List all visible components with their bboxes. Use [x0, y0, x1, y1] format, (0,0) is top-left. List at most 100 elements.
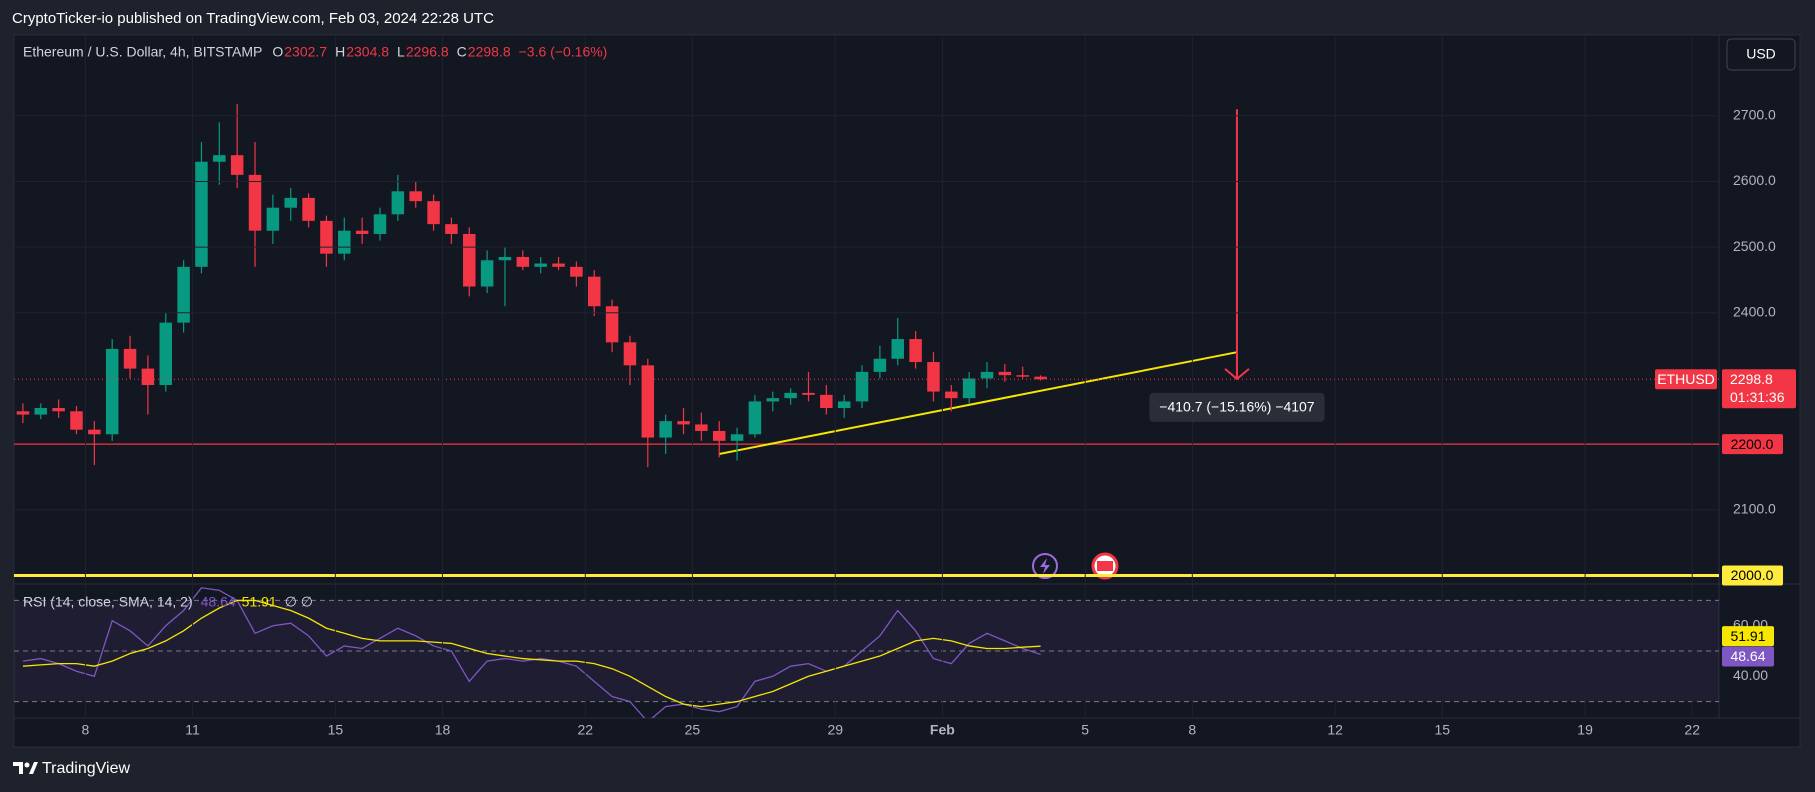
rsi-ma-value-box: [1722, 626, 1774, 647]
candle-body: [837, 401, 851, 409]
candle-body: [195, 161, 208, 267]
currency-label[interactable]: USD: [1746, 46, 1776, 62]
candle-body: [177, 266, 190, 323]
candle-body: [445, 224, 458, 234]
rsi-value-box: [1722, 646, 1774, 667]
y-tick-label: 2400.0: [1733, 303, 1776, 319]
x-tick-label: 25: [685, 722, 701, 738]
candle-body: [748, 401, 762, 435]
candle-body: [52, 408, 65, 412]
x-tick-label: 11: [185, 722, 200, 738]
candle-body: [34, 408, 48, 415]
candle-body: [927, 362, 940, 392]
candle-body: [534, 263, 547, 267]
x-tick-label: 8: [82, 722, 90, 738]
measure-label-box: [1149, 392, 1325, 422]
candle-body: [320, 220, 333, 254]
legend-text: 2304.8: [346, 44, 389, 60]
x-tick-label: Feb: [930, 722, 955, 738]
currency-button[interactable]: [1726, 38, 1796, 71]
x-tick-label: 5: [1081, 722, 1089, 738]
footer-logo: [13, 762, 38, 774]
candle-body: [677, 421, 690, 425]
main-pane: [14, 103, 1719, 577]
y-tick-label: 2700.0: [1733, 106, 1776, 122]
event-icon-glyph: [1040, 558, 1050, 574]
candle-body: [1034, 376, 1047, 380]
candle-body: [16, 411, 30, 415]
candle-body: [873, 358, 887, 372]
candle-body: [980, 371, 994, 379]
legend-text: 2302.7: [284, 44, 327, 60]
chart-pane: [13, 34, 1801, 748]
candle-body: [338, 230, 351, 254]
symbol-label-box: [1655, 369, 1717, 390]
candle-body: [802, 392, 815, 395]
rsi-tick-label: 40.00: [1733, 667, 1768, 683]
legend-text: −3.6 (−0.16%): [519, 44, 608, 60]
rsi-band: [14, 600, 1719, 702]
legend-text: L: [397, 44, 405, 60]
candle-body: [70, 411, 83, 430]
x-tick-label: 19: [1577, 722, 1593, 738]
candle-body: [570, 266, 583, 277]
level-label: 2200.0: [1731, 436, 1774, 452]
last-price-label: 2298.8: [1730, 371, 1773, 387]
candle-body: [1016, 375, 1029, 377]
measure-arrowhead: [1224, 368, 1250, 381]
x-tick-label: 15: [328, 722, 344, 738]
logo-shape: [24, 762, 30, 768]
candle-body: [605, 306, 619, 343]
candle-body: [373, 214, 387, 234]
rsi-legend-text: ∅ ∅: [285, 594, 313, 610]
level-label: 2000.0: [1731, 567, 1774, 583]
candle-body: [409, 191, 422, 202]
candle-body: [623, 342, 637, 366]
candle-body: [302, 197, 315, 221]
candle-body: [141, 368, 155, 386]
candle-body: [213, 155, 226, 162]
candle-body: [784, 392, 797, 399]
candle-body: [498, 256, 512, 261]
publisher-header: CryptoTicker-io published on TradingView…: [12, 10, 494, 27]
rsi-legend-text: 48.64: [201, 594, 236, 610]
candle-body: [159, 322, 173, 386]
rsi-ma-value: 51.91: [1730, 628, 1765, 644]
candle-body: [230, 155, 244, 175]
x-tick-label: 8: [1188, 722, 1196, 738]
measure-label: −410.7 (−15.16%) −4107: [1159, 399, 1315, 415]
candle-body: [516, 256, 530, 267]
candle-body: [463, 233, 476, 287]
rsi-legend-text: RSI (14, close, SMA, 14, 2): [23, 594, 193, 610]
candle-body: [123, 348, 137, 369]
candle-body: [355, 230, 369, 234]
footer-brand: TradingView: [42, 760, 130, 777]
legend-text: O: [272, 44, 283, 60]
candle-body: [998, 371, 1012, 376]
x-tick-label: 22: [1684, 722, 1700, 738]
candle-body: [766, 398, 780, 402]
logo-shape: [13, 762, 23, 774]
legend-text: H: [335, 44, 345, 60]
candle-body: [891, 339, 904, 359]
candle-body: [659, 421, 672, 438]
legend-text: C: [457, 44, 467, 60]
x-tick-label: 15: [1434, 722, 1450, 738]
candle-body: [909, 339, 922, 363]
level-label-box: [1722, 565, 1783, 586]
trendline: [719, 351, 1238, 455]
candle-body: [105, 348, 119, 435]
x-tick-label: 22: [578, 722, 594, 738]
candle-body: [962, 378, 976, 399]
legend-text: Ethereum / U.S. Dollar, 4h, BITSTAMP: [23, 44, 262, 60]
candle-body: [266, 207, 280, 231]
candle-body: [695, 424, 708, 431]
candle-body: [712, 430, 726, 441]
logo-shape: [29, 762, 38, 774]
event-icon-glyph: [1097, 561, 1113, 571]
rsi-legend-text: 51.91: [242, 594, 277, 610]
level-label-box: [1722, 434, 1783, 455]
last-price-box: [1722, 369, 1796, 409]
y-tick-label: 2600.0: [1733, 172, 1776, 188]
